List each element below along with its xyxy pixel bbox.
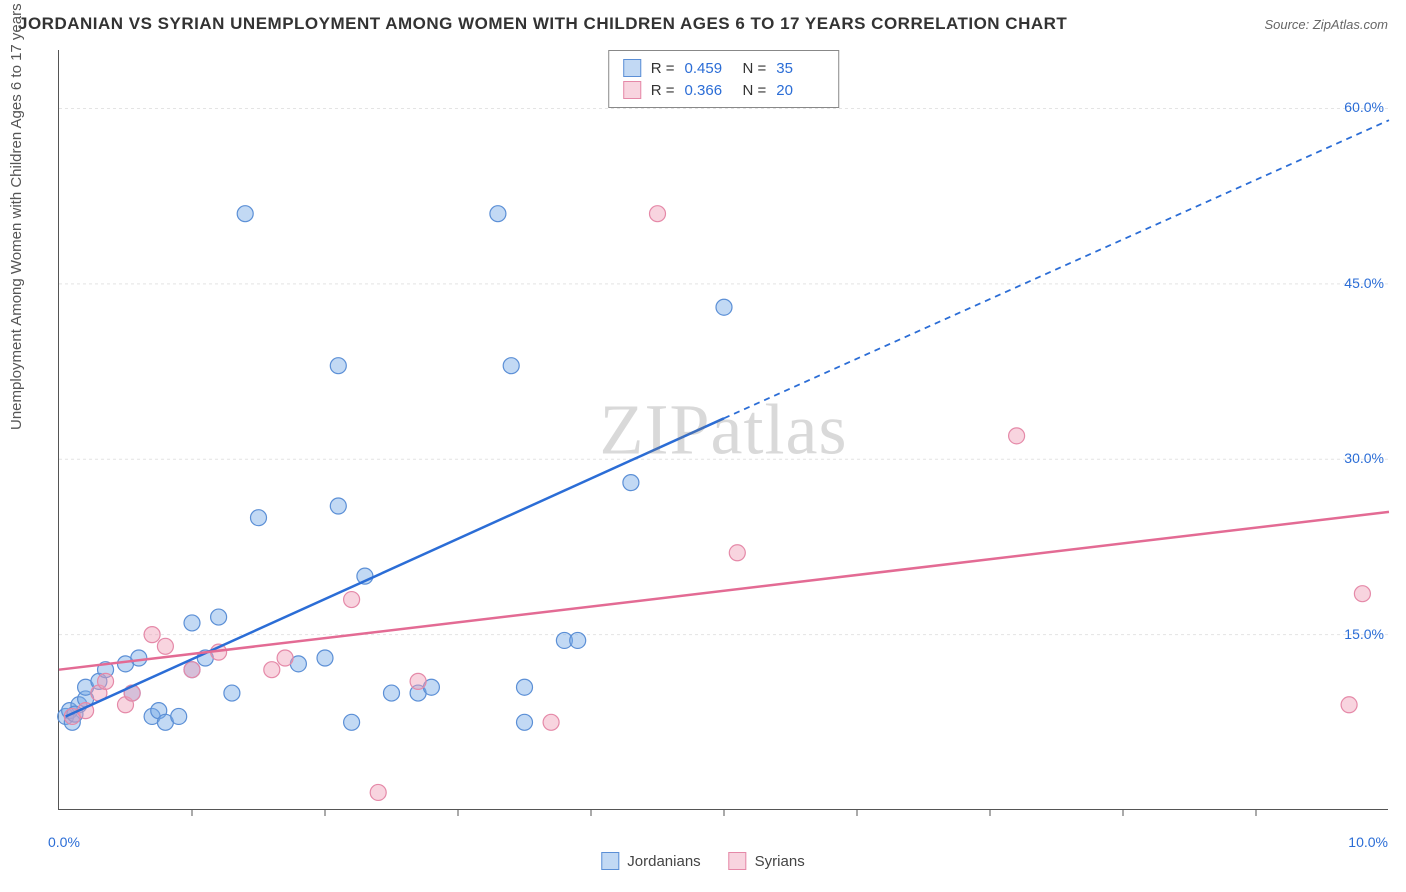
page-title: JORDANIAN VS SYRIAN UNEMPLOYMENT AMONG W… xyxy=(18,14,1067,34)
r-value-syrians: 0.366 xyxy=(685,82,733,99)
y-tick-2: 45.0% xyxy=(1344,275,1384,291)
swatch-jordanians xyxy=(623,59,641,77)
bottom-legend: Jordanians Syrians xyxy=(601,852,804,870)
swatch-syrians-bottom xyxy=(729,852,747,870)
n-value-syrians: 20 xyxy=(776,82,824,99)
legend-label-jordanians: Jordanians xyxy=(627,853,700,870)
r-legend-row-syrians: R = 0.366 N = 20 xyxy=(623,79,825,101)
y-axis-label: Unemployment Among Women with Children A… xyxy=(8,3,25,430)
r-legend: R = 0.459 N = 35 R = 0.366 N = 20 xyxy=(608,50,840,108)
y-tick-3: 60.0% xyxy=(1344,99,1384,115)
source-label: Source: ZipAtlas.com xyxy=(1264,17,1388,32)
r-legend-row-jordanians: R = 0.459 N = 35 xyxy=(623,57,825,79)
n-label: N = xyxy=(743,60,767,77)
n-label: N = xyxy=(743,82,767,99)
r-value-jordanians: 0.459 xyxy=(685,60,733,77)
plot-area: ZIPatlas R = 0.459 N = 35 R = 0.366 N = … xyxy=(58,50,1388,810)
r-label: R = xyxy=(651,60,675,77)
y-tick-0: 15.0% xyxy=(1344,626,1384,642)
r-label: R = xyxy=(651,82,675,99)
y-tick-1: 30.0% xyxy=(1344,450,1384,466)
swatch-syrians xyxy=(623,81,641,99)
legend-item-syrians: Syrians xyxy=(729,852,805,870)
x-tick-0: 0.0% xyxy=(48,834,80,850)
scatter-chart xyxy=(59,50,1389,810)
x-tick-1: 10.0% xyxy=(1348,834,1388,850)
n-value-jordanians: 35 xyxy=(776,60,824,77)
legend-item-jordanians: Jordanians xyxy=(601,852,700,870)
legend-label-syrians: Syrians xyxy=(755,853,805,870)
swatch-jordanians-bottom xyxy=(601,852,619,870)
